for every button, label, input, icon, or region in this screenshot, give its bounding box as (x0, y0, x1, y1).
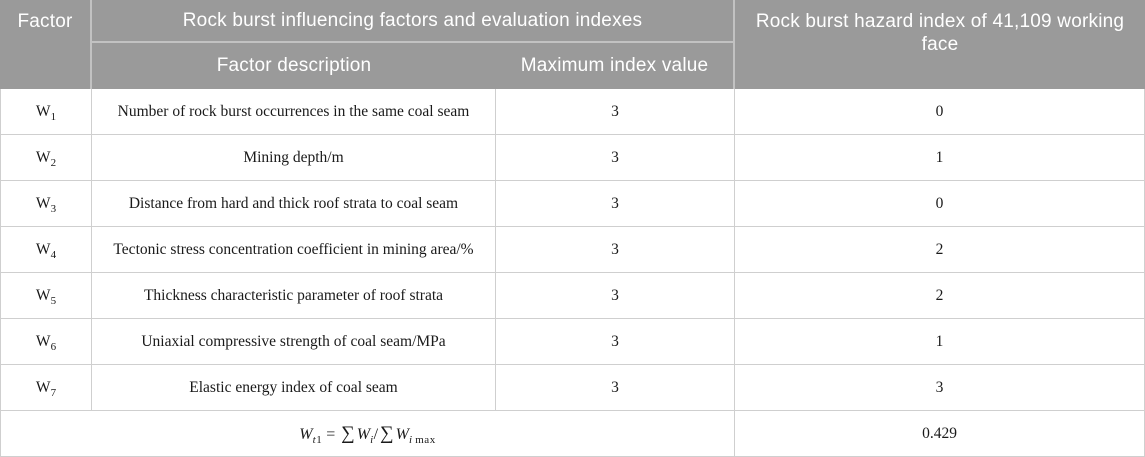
header-row-1: Factor Rock burst influencing factors an… (0, 0, 1145, 89)
factor-description: Number of rock burst occurrences in the … (92, 89, 496, 135)
table-row: W6 Uniaxial compressive strength of coal… (0, 319, 1145, 365)
header-hazard-index: Rock burst hazard index of 41,109 workin… (735, 0, 1145, 89)
factor-description: Elastic energy index of coal seam (92, 365, 496, 411)
factor-label: W7 (0, 365, 92, 411)
factor-label: W3 (0, 181, 92, 227)
table-row: W1 Number of rock burst occurrences in t… (0, 89, 1145, 135)
maximum-index-value: 3 (496, 227, 736, 273)
header-maximum-index-value: Maximum index value (496, 43, 736, 89)
header-row-2: Factor description Maximum index value (0, 43, 1145, 89)
maximum-index-value: 3 (496, 135, 736, 181)
hazard-index-value: 1 (735, 135, 1145, 181)
factor-label: W4 (0, 227, 92, 273)
factor-description: Uniaxial compressive strength of coal se… (92, 319, 496, 365)
table-header: Factor Rock burst influencing factors an… (0, 0, 1145, 89)
table-row: W5 Thickness characteristic parameter of… (0, 273, 1145, 319)
factor-label: W5 (0, 273, 92, 319)
sum-symbol: ∑ (380, 422, 394, 444)
maximum-index-value: 3 (496, 273, 736, 319)
maximum-index-value: 3 (496, 181, 736, 227)
table-row: W2 Mining depth/m 3 1 (0, 135, 1145, 181)
header-factor: Factor (0, 0, 92, 89)
table-row: W4 Tectonic stress concentration coeffic… (0, 227, 1145, 273)
maximum-index-value: 3 (496, 365, 736, 411)
formula-variable: W (299, 425, 313, 443)
hazard-index-value: 1 (735, 319, 1145, 365)
table-footer: Wt1 = ∑ Wi/∑ Wi max 0.429 (0, 411, 1145, 457)
maximum-index-value: 3 (496, 319, 736, 365)
header-influencing-factors: Rock burst influencing factors and evalu… (92, 0, 736, 43)
hazard-index-value: 0 (735, 181, 1145, 227)
factor-label: W2 (0, 135, 92, 181)
hazard-index-value: 2 (735, 273, 1145, 319)
factor-description: Thickness characteristic parameter of ro… (92, 273, 496, 319)
sum-symbol: ∑ (341, 422, 355, 444)
table-body: W1 Number of rock burst occurrences in t… (0, 89, 1145, 411)
hazard-index-value: 3 (735, 365, 1145, 411)
table-row: W7 Elastic energy index of coal seam 3 3 (0, 365, 1145, 411)
factor-description: Distance from hard and thick roof strata… (92, 181, 496, 227)
hazard-index-value: 0 (735, 89, 1145, 135)
maximum-index-value: 3 (496, 89, 736, 135)
factor-description: Mining depth/m (92, 135, 496, 181)
factor-label: W6 (0, 319, 92, 365)
summary-row: Wt1 = ∑ Wi/∑ Wi max 0.429 (0, 411, 1145, 457)
factor-label: W1 (0, 89, 92, 135)
weight-formula: Wt1 = ∑ Wi/∑ Wi max (0, 411, 736, 457)
header-factor-description: Factor description (92, 43, 496, 89)
total-hazard-value: 0.429 (735, 411, 1145, 457)
factor-description: Tectonic stress concentration coefficien… (92, 227, 496, 273)
hazard-index-value: 2 (735, 227, 1145, 273)
table-row: W3 Distance from hard and thick roof str… (0, 181, 1145, 227)
